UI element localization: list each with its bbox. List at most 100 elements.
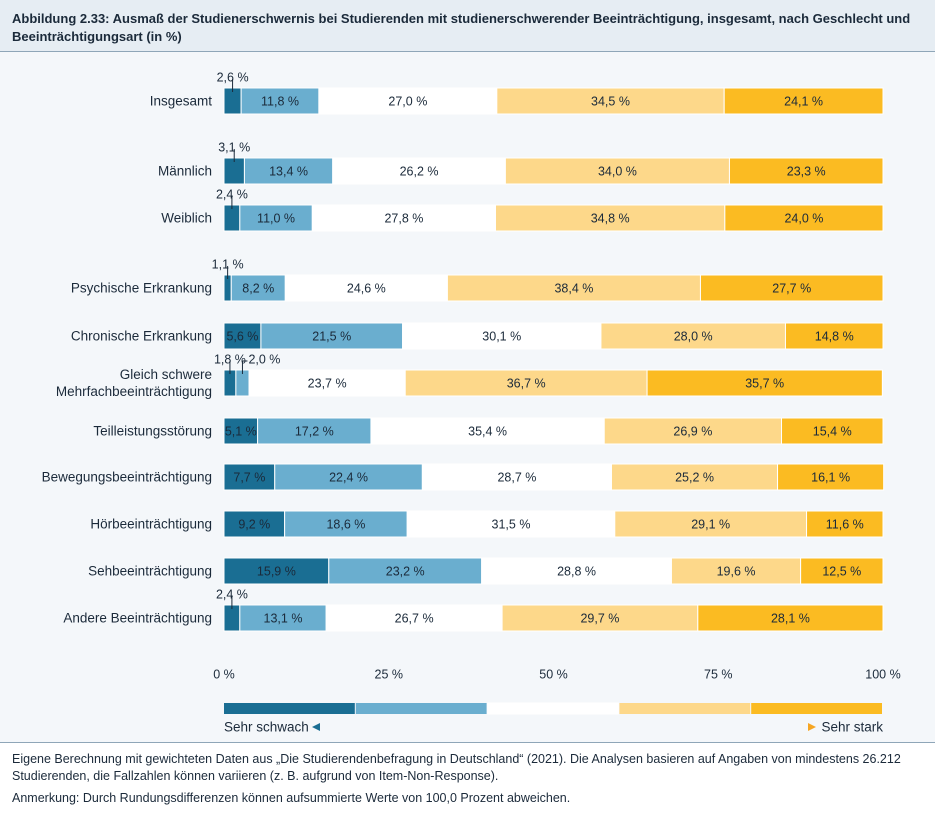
bar-segment [223, 322, 262, 350]
bar-segment [370, 417, 605, 445]
bar-segment [614, 510, 808, 538]
footer: Eigene Berechnung mit gewichteten Daten … [0, 742, 935, 819]
category-label: Männlich [157, 163, 212, 179]
chart: 2,6 % 11,8 % 27,0 % 34,5 % 24,1 % 3,1 % 13,4 %… [212, 70, 901, 735]
category-label: Sehbeeinträchtigung [88, 563, 212, 579]
category-label: Psychische Erkrankung [70, 280, 212, 296]
category-label: Chronische Erkrankung [70, 328, 212, 344]
value-label: 11,6 % [826, 517, 864, 531]
bar-segment [670, 557, 802, 585]
value-label: 23,7 % [308, 376, 347, 390]
value-label: 3,1 % [218, 140, 250, 154]
value-label: 13,1 % [264, 611, 303, 625]
bar-segment [223, 417, 259, 445]
bar-segment [610, 463, 779, 491]
legend-swatch [487, 702, 619, 715]
bar-segment [781, 417, 884, 445]
bar-segment [404, 369, 648, 397]
value-label: 28,7 % [497, 470, 536, 484]
legend-swatch [224, 703, 355, 714]
legend-swatch [619, 703, 751, 714]
value-label: 22,4 % [329, 470, 368, 484]
value-label: 9,2 % [238, 517, 270, 531]
category-label: Bewegungsbeeinträchtigung [41, 469, 212, 485]
value-label: 12,5 % [822, 564, 861, 578]
value-label: 19,6 % [717, 564, 756, 578]
value-label: 28,1 % [771, 611, 810, 625]
value-label: 24,6 % [347, 281, 386, 295]
value-label: 24,0 % [784, 211, 823, 225]
bar-segment [223, 510, 286, 538]
value-label: 25,2 % [675, 470, 714, 484]
x-tick-label: 0 % [213, 667, 235, 681]
bar-segment [402, 322, 602, 350]
value-label: 27,7 % [772, 281, 811, 295]
value-label: 18,6 % [326, 517, 365, 531]
x-tick-label: 50 % [539, 667, 568, 681]
bar-segment [728, 157, 884, 185]
bar-segment [318, 87, 498, 115]
value-label: 26,7 % [395, 611, 434, 625]
value-label: 34,5 % [591, 94, 630, 108]
chart-title: Abbildung 2.33: Ausmaß der Studienerschw… [0, 0, 935, 52]
value-label: 35,7 % [745, 376, 784, 390]
plot-area: 2,6 % 11,8 % 27,0 % 34,5 % 24,1 % 3,1 % 13,4 %… [0, 52, 935, 742]
bar-segment [723, 87, 884, 115]
bar-segment [223, 463, 276, 491]
bar-segment [603, 417, 783, 445]
value-label: 23,2 % [386, 564, 425, 578]
value-label: 14,8 % [815, 329, 854, 343]
value-label: 5,1 % [225, 424, 257, 438]
bar-segment [421, 463, 612, 491]
value-label: 26,2 % [400, 164, 439, 178]
remark-note: Anmerkung: Durch Rundungsdifferenzen kön… [12, 791, 571, 805]
value-label: 24,1 % [784, 94, 823, 108]
value-label: 21,5 % [312, 329, 351, 343]
value-label: 11,0 % [257, 211, 295, 225]
bar-segment [806, 510, 884, 538]
category-label: Insgesamt [149, 93, 212, 109]
value-label: 35,4 % [468, 424, 507, 438]
value-label: 38,4 % [554, 281, 593, 295]
bar-segment [800, 557, 884, 585]
category-label: Andere Beeinträchtigung [63, 610, 212, 626]
bar-segment [239, 204, 313, 232]
value-label: 2,4 % [216, 587, 248, 601]
value-label: 13,4 % [269, 164, 308, 178]
value-label: 36,7 % [507, 376, 546, 390]
legend-swatch [355, 703, 487, 714]
value-label: 27,0 % [388, 94, 427, 108]
value-label: 1,1 % [212, 257, 244, 271]
bar-segment [600, 322, 786, 350]
bar-segment [724, 204, 884, 232]
bar-segment [699, 274, 884, 302]
bar-segment [501, 604, 699, 632]
value-label: 17,2 % [295, 424, 334, 438]
bar-segment [784, 322, 884, 350]
bar-segment [697, 604, 884, 632]
legend-label: Sehr stark [821, 720, 883, 735]
value-label: 27,8 % [384, 211, 423, 225]
bar-segment [406, 510, 616, 538]
bar-segment [248, 369, 406, 397]
value-label: 1,8 % [214, 352, 246, 366]
value-label: 11,8 % [261, 94, 299, 108]
value-label: 2,6 % [217, 70, 249, 84]
source-note: Eigene Berechnung mit gewichteten Daten … [12, 752, 901, 783]
value-label: 28,8 % [557, 564, 596, 578]
value-label: 28,0 % [674, 329, 713, 343]
legend-label: Sehr schwach [224, 720, 309, 735]
value-label: 26,9 % [673, 424, 712, 438]
bar-segment [504, 157, 730, 185]
bar-segment [495, 204, 726, 232]
value-label: 23,3 % [787, 164, 826, 178]
arrow-head [312, 723, 320, 731]
bar-segment [230, 274, 286, 302]
bar-segment [496, 87, 725, 115]
bar-segment [481, 557, 672, 585]
value-label: 29,7 % [580, 611, 619, 625]
category-label: Hörbeeinträchtigung [90, 516, 212, 532]
value-label: 2,4 % [216, 187, 248, 201]
value-label: 15,9 % [257, 564, 296, 578]
